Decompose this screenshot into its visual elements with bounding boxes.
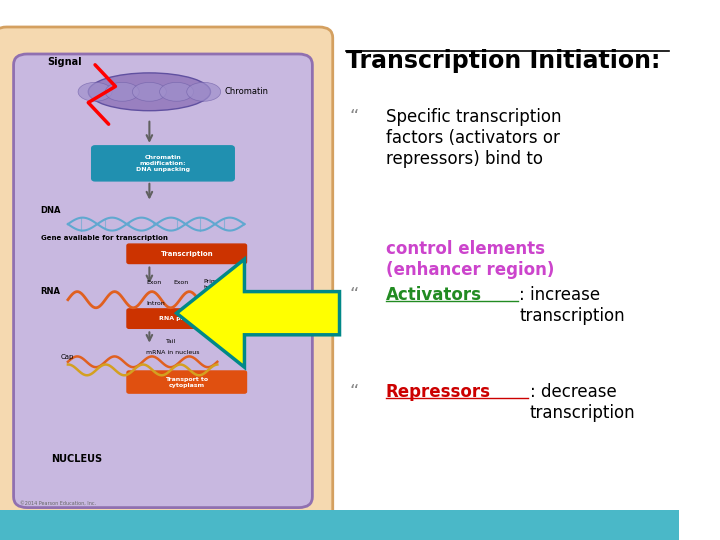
Text: mRNA in nucleus: mRNA in nucleus	[146, 350, 199, 355]
Text: Transcription Initiation:: Transcription Initiation:	[346, 49, 661, 72]
Text: “: “	[350, 383, 359, 401]
Text: NUCLEUS: NUCLEUS	[51, 454, 102, 464]
FancyBboxPatch shape	[0, 27, 333, 524]
Bar	[0, 510, 679, 540]
Text: Intron: Intron	[146, 301, 165, 306]
Text: Signal: Signal	[48, 57, 82, 67]
Text: Cap: Cap	[61, 354, 74, 360]
Text: Activators: Activators	[386, 286, 482, 304]
Text: Chromatin: Chromatin	[224, 87, 268, 96]
Text: Tail: Tail	[166, 339, 176, 344]
Text: Transcription: Transcription	[161, 251, 213, 257]
Text: control elements
(enhancer region): control elements (enhancer region)	[386, 240, 554, 279]
Text: Exon: Exon	[146, 280, 161, 285]
Text: : decrease
transcription: : decrease transcription	[530, 383, 635, 422]
Text: Primary
transcript: Primary transcript	[204, 279, 234, 290]
Ellipse shape	[89, 73, 210, 111]
Ellipse shape	[160, 82, 194, 102]
Ellipse shape	[78, 82, 112, 102]
FancyBboxPatch shape	[127, 309, 246, 328]
Text: ©2014 Pearson Education, Inc.: ©2014 Pearson Education, Inc.	[20, 501, 96, 506]
Text: “: “	[350, 108, 359, 126]
FancyBboxPatch shape	[14, 54, 312, 508]
Text: Transport to
cytoplasm: Transport to cytoplasm	[165, 377, 208, 388]
Text: RNA: RNA	[41, 287, 60, 296]
Polygon shape	[176, 259, 340, 367]
Ellipse shape	[186, 82, 221, 102]
Text: Repressors: Repressors	[386, 383, 491, 401]
FancyBboxPatch shape	[127, 244, 246, 264]
Text: “: “	[350, 286, 359, 304]
Text: Specific transcription
factors (activators or
repressors) bind to: Specific transcription factors (activato…	[386, 108, 561, 167]
Text: RNA processing: RNA processing	[159, 316, 215, 321]
Text: : increase
transcription: : increase transcription	[519, 286, 625, 325]
Ellipse shape	[105, 82, 139, 102]
Ellipse shape	[132, 82, 166, 102]
Text: Exon: Exon	[173, 280, 189, 285]
Text: Chromatin
modification:
DNA unpacking: Chromatin modification: DNA unpacking	[136, 156, 190, 172]
Text: Gene available for transcription: Gene available for transcription	[41, 235, 168, 241]
FancyBboxPatch shape	[127, 371, 246, 393]
Text: DNA: DNA	[41, 206, 61, 215]
FancyBboxPatch shape	[91, 146, 234, 181]
